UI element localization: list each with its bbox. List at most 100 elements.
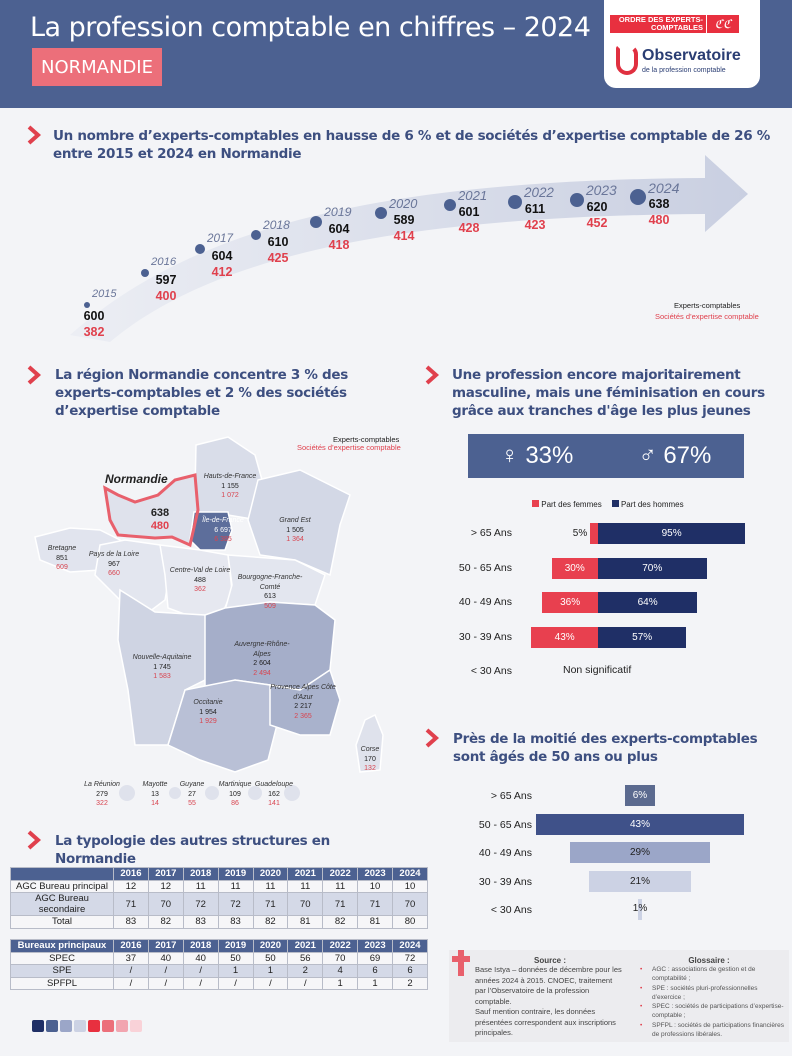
map-region-label: Centre-Val de Loire 488 362: [165, 566, 235, 595]
map-region-name: Mayotte: [142, 781, 168, 788]
map-region-label: Corse 170 132: [335, 745, 405, 774]
gender-summary: ♀ 33% ♂ 67%: [468, 434, 744, 478]
observatoire-logo-icon: [616, 45, 638, 75]
timeline-year: 2017: [207, 232, 234, 245]
map-region-experts: 6 697: [214, 526, 232, 534]
societes-value: 428: [458, 221, 480, 235]
table-header-cell: 2024: [392, 939, 428, 953]
palette-swatch: [46, 1020, 58, 1032]
legend-swatch-male: [611, 500, 619, 507]
evolution-heading: Un nombre d’experts-comptables en hausse…: [53, 128, 770, 162]
age-bar: 1%: [633, 899, 647, 920]
female-bar-label: 30%: [564, 562, 585, 574]
map-legend-societes: Sociétés d’expertise comptable: [297, 443, 401, 452]
chevron-right-icon: [27, 125, 42, 145]
table-cell: SPFPL: [10, 976, 114, 990]
table-header-cell: 2017: [147, 867, 184, 881]
map-region-experts: 2 604: [253, 660, 271, 667]
table-header-cell: 2016: [113, 867, 149, 881]
map-region-grand-est[interactable]: [247, 469, 351, 577]
map-region-name: Provence Alpes Côte d'Azur: [270, 684, 336, 701]
map-region-label: Hauts-de-France 1 155 1 072: [195, 472, 265, 501]
table-cell: 72: [182, 892, 219, 916]
map-region-experts: 1 954: [199, 708, 217, 716]
map-region-experts: 170: [364, 755, 376, 763]
age-bar: 43%: [535, 813, 745, 835]
table-header-cell: 2023: [357, 939, 393, 953]
source-box: Source : Base Istya – données de décembr…: [449, 950, 789, 1042]
table-cell: 2: [287, 964, 324, 978]
legend-experts: Experts-comptables: [674, 301, 741, 310]
table-cell: 1: [217, 964, 254, 978]
map-region-societes: 362: [194, 586, 206, 593]
table-cell: /: [147, 964, 184, 978]
legend-swatch-female: [532, 500, 539, 507]
map-region-societes: 609: [56, 564, 68, 571]
female-bar: 43%: [531, 626, 598, 648]
region-badge: NORMANDIE: [32, 48, 162, 86]
table-header-row: 2016 2017 2018 2019 2020 2021 2022 2023 2024: [10, 867, 428, 881]
societes-value: 425: [267, 251, 289, 265]
table-cell: 71: [322, 892, 359, 916]
map-region-experts: 1 505: [286, 526, 304, 534]
table-cell: 80: [392, 915, 428, 929]
palette-swatch: [116, 1020, 128, 1032]
table-cell: 70: [392, 892, 428, 916]
island-mayotte: [169, 787, 181, 799]
map-region-name: Guadeloupe: [254, 781, 294, 788]
female-pct: 33%: [525, 442, 574, 469]
female-bar: 30%: [551, 557, 598, 579]
timeline-dot: [141, 269, 149, 277]
experts-value: 638: [648, 197, 670, 211]
map-region-name: Île-de-France: [202, 517, 244, 524]
glossary-item: SPEC : sociétés de participations d’expe…: [640, 1002, 784, 1021]
timeline-dot: [251, 230, 261, 240]
glossary-title: Glossaire :: [688, 956, 730, 965]
male-bar: 57%: [598, 626, 687, 648]
france-map: [34, 436, 384, 801]
map-region-corse[interactable]: [355, 713, 384, 773]
map-region-label: Île-de-France 6 697 6 385: [188, 516, 258, 545]
timeline-dot: [195, 244, 205, 254]
chevron-right-icon: [425, 365, 440, 385]
societes-value: 480: [648, 213, 670, 227]
palette-swatch: [130, 1020, 142, 1032]
glossary-item: SPFPL : sociétés de participations finan…: [640, 1021, 784, 1040]
table-cell: 12: [147, 879, 184, 893]
map-region-label: Martinique 109 86: [200, 780, 270, 809]
island-guadeloupe: [284, 785, 300, 801]
timeline-dot: [508, 195, 522, 209]
source-text-2: Sauf mention contraire, les données prés…: [475, 1007, 616, 1037]
experts-value: 604: [211, 249, 233, 263]
map-region-experts: 1 745: [153, 663, 171, 671]
table-cell: Total: [10, 915, 114, 929]
age-row-label: 40 - 49 Ans: [478, 847, 532, 859]
age-row-label: 50 - 65 Ans: [458, 561, 512, 574]
table-cell: 6: [392, 964, 428, 978]
map-region-societes: 141: [268, 800, 280, 807]
map-region-societes: 322: [96, 800, 108, 807]
table-header-cell: 2020: [252, 867, 289, 881]
observatoire-logo: Observatoire: [642, 47, 741, 64]
age-row-label: 30 - 39 Ans: [478, 875, 532, 888]
experts-value: 601: [458, 205, 480, 219]
map-region-name: Corse: [360, 746, 380, 753]
normandie-outline: [103, 473, 200, 548]
table-cell: 83: [113, 915, 149, 929]
timeline-year: 2024: [648, 180, 680, 196]
table-cell: 1: [357, 976, 393, 990]
map-region-societes: 1 072: [221, 492, 239, 499]
table-cell: AGC Bureau secondaire: [10, 892, 114, 916]
table-cell: 2: [392, 976, 428, 990]
legend-male: Part des hommes: [620, 500, 684, 509]
timeline-dot: [444, 199, 456, 211]
map-region-societes: 6 385: [214, 536, 232, 543]
oec-logo-mark-icon: ℭℭ: [707, 15, 739, 33]
table-cell: 40: [147, 951, 184, 965]
island-martinique: [248, 786, 262, 800]
map-region-pays-de-la-loire[interactable]: [94, 539, 173, 616]
map-region-paca[interactable]: [269, 668, 341, 736]
header-banner: La profession comptable en chiffres – 20…: [0, 0, 792, 108]
table-cell: 83: [182, 915, 219, 929]
table-cell: 81: [287, 915, 324, 929]
